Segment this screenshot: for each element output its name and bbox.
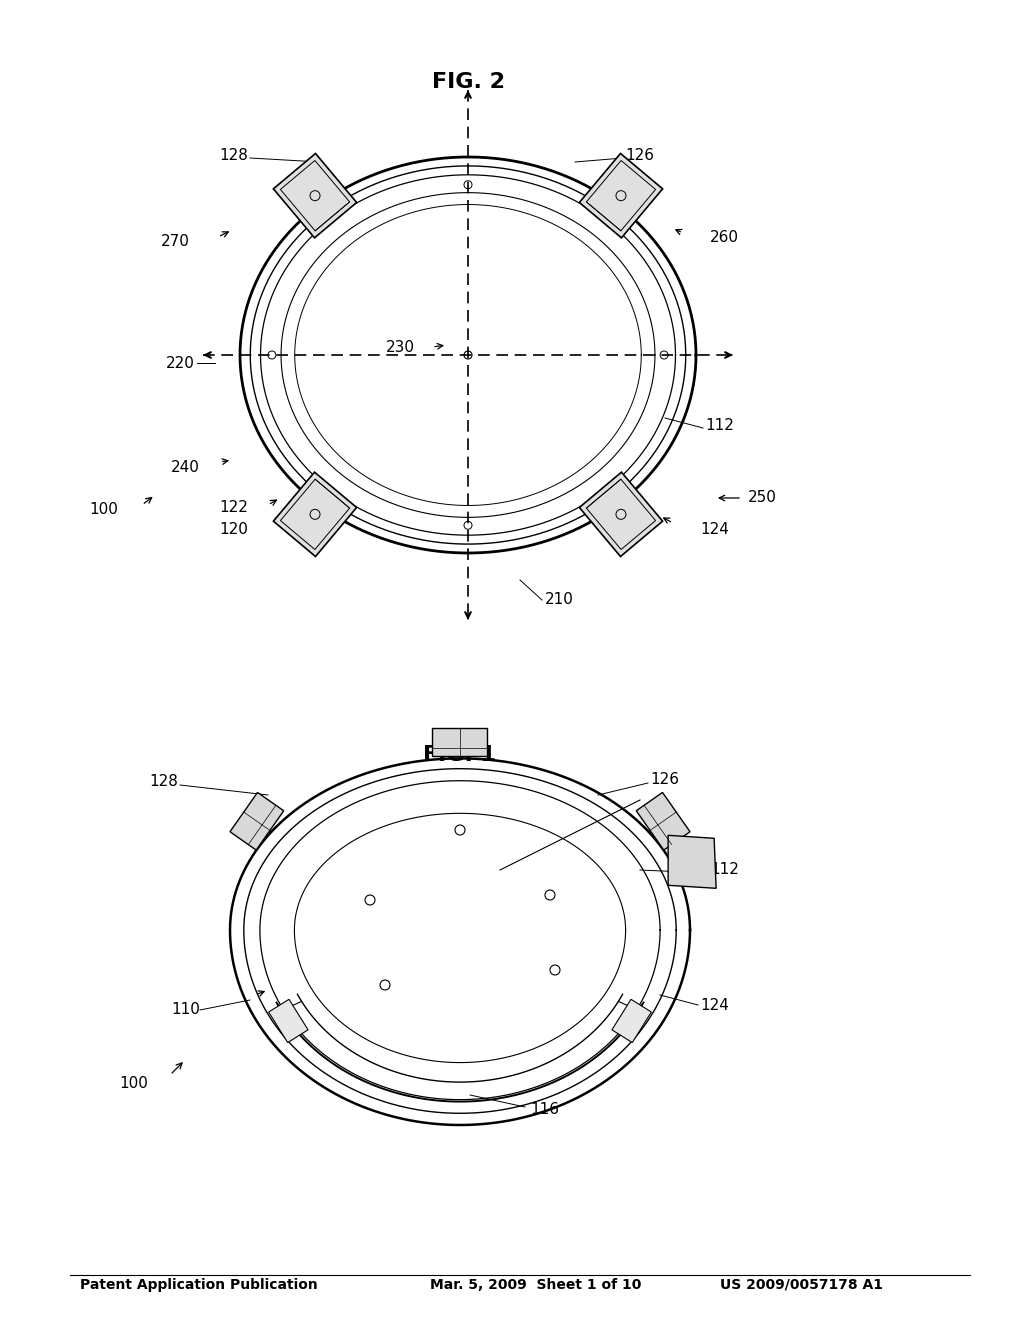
Text: 100: 100 xyxy=(119,1076,148,1090)
Text: FIG. 2: FIG. 2 xyxy=(431,73,505,92)
Polygon shape xyxy=(230,792,284,850)
Text: Mar. 5, 2009  Sheet 1 of 10: Mar. 5, 2009 Sheet 1 of 10 xyxy=(430,1278,641,1292)
Polygon shape xyxy=(580,153,663,238)
Text: 124: 124 xyxy=(700,998,729,1012)
Text: Patent Application Publication: Patent Application Publication xyxy=(80,1278,317,1292)
Text: 128: 128 xyxy=(150,775,178,789)
Polygon shape xyxy=(273,473,356,557)
Polygon shape xyxy=(580,473,663,557)
Polygon shape xyxy=(268,999,308,1043)
Text: 126: 126 xyxy=(625,148,654,162)
Text: 128: 128 xyxy=(219,148,248,162)
Text: 250: 250 xyxy=(748,491,777,506)
Text: 230: 230 xyxy=(386,341,415,355)
Text: 110: 110 xyxy=(171,1002,200,1018)
Text: 220: 220 xyxy=(166,355,195,371)
Polygon shape xyxy=(432,729,487,756)
Polygon shape xyxy=(612,999,651,1043)
Text: 210: 210 xyxy=(545,593,573,607)
Text: 260: 260 xyxy=(710,231,739,246)
Text: FIG. 1: FIG. 1 xyxy=(424,744,497,766)
Text: 270: 270 xyxy=(161,235,190,249)
Polygon shape xyxy=(273,153,356,238)
Text: 120: 120 xyxy=(219,523,248,537)
Polygon shape xyxy=(636,792,690,850)
Text: 112: 112 xyxy=(705,417,734,433)
Text: 124: 124 xyxy=(700,523,729,537)
Text: 112: 112 xyxy=(710,862,739,878)
Text: 126: 126 xyxy=(650,772,679,788)
Text: 122: 122 xyxy=(219,500,248,516)
Text: 116: 116 xyxy=(530,1102,559,1118)
Text: 240: 240 xyxy=(171,461,200,475)
Text: US 2009/0057178 A1: US 2009/0057178 A1 xyxy=(720,1278,883,1292)
Text: 100: 100 xyxy=(89,503,118,517)
Polygon shape xyxy=(668,836,716,888)
